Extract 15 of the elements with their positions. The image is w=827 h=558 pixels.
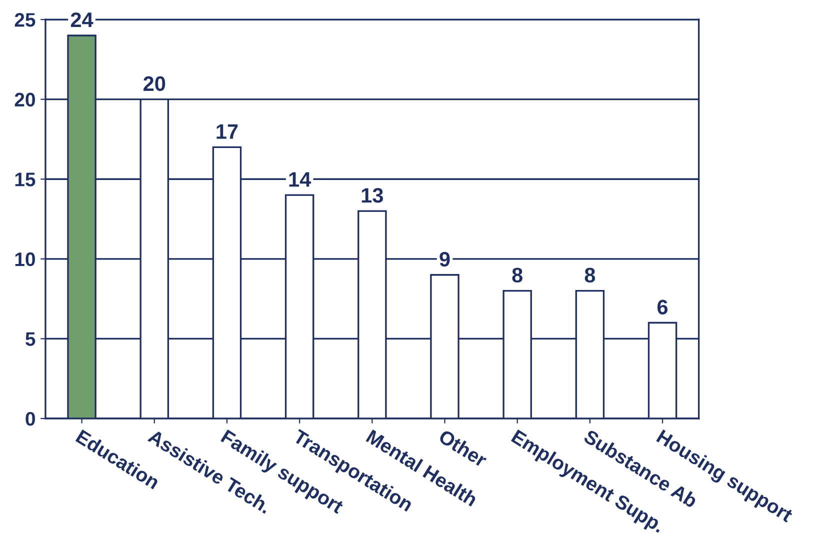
data-label: 14 (289, 172, 312, 187)
y-tick-label: 10 (15, 252, 35, 266)
y-tick-label: 15 (15, 172, 36, 186)
data-label: 9 (440, 252, 450, 267)
y-tick-label: 20 (14, 92, 35, 107)
data-label: 24 (70, 12, 94, 27)
data-label: 20 (144, 76, 166, 92)
data-label: 13 (362, 188, 383, 203)
data-label: 17 (216, 124, 238, 139)
data-label: 6 (657, 300, 668, 314)
data-label: 8 (512, 268, 522, 283)
y-tick-label: 5 (26, 332, 36, 346)
y-tick-label: 0 (26, 412, 35, 426)
y-tick-label: 25 (14, 13, 36, 27)
data-label: 8 (584, 268, 596, 283)
